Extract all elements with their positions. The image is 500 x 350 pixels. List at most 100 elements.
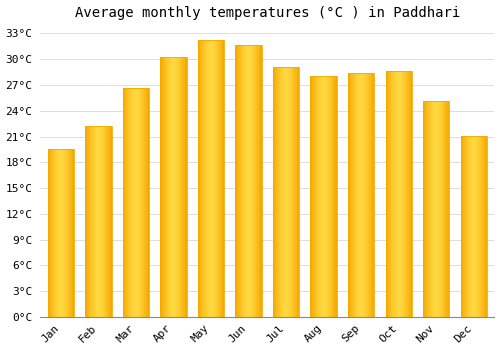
Bar [386, 71, 387, 317]
Bar [142, 89, 143, 317]
Bar [474, 136, 475, 317]
Bar [52, 149, 53, 317]
Bar [254, 45, 255, 317]
Bar [148, 89, 149, 317]
Bar [85, 126, 112, 317]
Bar [218, 40, 219, 317]
Bar [469, 136, 470, 317]
Bar [318, 76, 319, 317]
Bar [53, 149, 54, 317]
Bar [161, 57, 162, 317]
Bar [48, 149, 74, 317]
Bar [365, 73, 366, 317]
Bar [126, 89, 128, 317]
Bar [72, 149, 74, 317]
Bar [368, 73, 369, 317]
Bar [314, 76, 315, 317]
Bar [204, 40, 205, 317]
Title: Average monthly temperatures (°C ) in Paddhari: Average monthly temperatures (°C ) in Pa… [74, 6, 460, 20]
Bar [199, 40, 200, 317]
Bar [92, 126, 93, 317]
Bar [436, 101, 437, 317]
Bar [330, 76, 331, 317]
Bar [94, 126, 95, 317]
Bar [485, 136, 486, 317]
Bar [164, 57, 165, 317]
Bar [103, 126, 104, 317]
Bar [481, 136, 482, 317]
Bar [58, 149, 59, 317]
Bar [367, 73, 368, 317]
Bar [144, 89, 145, 317]
Bar [130, 89, 132, 317]
Bar [210, 40, 211, 317]
Bar [162, 57, 163, 317]
Bar [50, 149, 51, 317]
Bar [348, 73, 350, 317]
Bar [211, 40, 212, 317]
Bar [484, 136, 485, 317]
Bar [222, 40, 223, 317]
Bar [356, 73, 357, 317]
Bar [125, 89, 126, 317]
Bar [294, 67, 296, 317]
Bar [99, 126, 100, 317]
Bar [462, 136, 464, 317]
Bar [255, 45, 256, 317]
Bar [478, 136, 479, 317]
Bar [238, 45, 240, 317]
Bar [431, 101, 432, 317]
Bar [134, 89, 136, 317]
Bar [409, 71, 410, 317]
Bar [438, 101, 439, 317]
Bar [320, 76, 321, 317]
Bar [172, 57, 173, 317]
Bar [56, 149, 57, 317]
Bar [216, 40, 217, 317]
Bar [366, 73, 367, 317]
Bar [137, 89, 138, 317]
Bar [280, 67, 281, 317]
Bar [282, 67, 283, 317]
Bar [141, 89, 142, 317]
Bar [198, 40, 224, 317]
Bar [423, 101, 450, 317]
Bar [259, 45, 260, 317]
Bar [163, 57, 164, 317]
Bar [279, 67, 280, 317]
Bar [408, 71, 409, 317]
Bar [479, 136, 480, 317]
Bar [406, 71, 408, 317]
Bar [471, 136, 472, 317]
Bar [100, 126, 101, 317]
Bar [217, 40, 218, 317]
Bar [252, 45, 253, 317]
Bar [398, 71, 400, 317]
Bar [426, 101, 427, 317]
Bar [206, 40, 207, 317]
Bar [327, 76, 328, 317]
Bar [160, 57, 161, 317]
Bar [248, 45, 249, 317]
Bar [213, 40, 214, 317]
Bar [322, 76, 323, 317]
Bar [107, 126, 108, 317]
Bar [313, 76, 314, 317]
Bar [166, 57, 167, 317]
Bar [370, 73, 371, 317]
Bar [86, 126, 87, 317]
Bar [328, 76, 329, 317]
Bar [208, 40, 209, 317]
Bar [49, 149, 50, 317]
Bar [362, 73, 363, 317]
Bar [277, 67, 278, 317]
Bar [442, 101, 443, 317]
Bar [389, 71, 390, 317]
Bar [62, 149, 63, 317]
Bar [310, 76, 337, 317]
Bar [256, 45, 257, 317]
Bar [404, 71, 406, 317]
Bar [240, 45, 242, 317]
Bar [447, 101, 448, 317]
Bar [182, 57, 184, 317]
